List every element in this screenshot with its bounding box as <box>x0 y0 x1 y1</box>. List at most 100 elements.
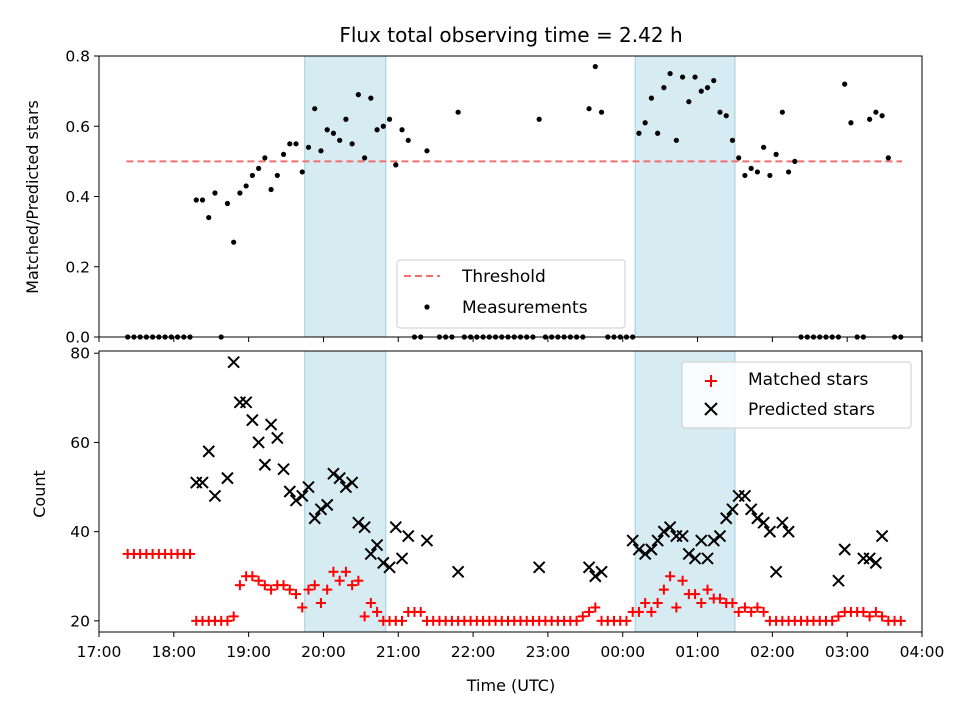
measurement-point <box>704 85 711 91</box>
measurement-point <box>324 127 330 133</box>
chart-title: Flux total observing time = 2.42 h <box>339 23 682 47</box>
predicted-star-point <box>383 561 396 574</box>
measurement-point <box>193 197 199 203</box>
top-x-ticks <box>98 337 923 342</box>
measurement-point <box>399 127 405 133</box>
measurement-point <box>386 116 393 122</box>
predicted-star-point <box>707 534 720 547</box>
y-tick-label: 40 <box>70 523 90 541</box>
y-tick-label: 20 <box>70 612 90 630</box>
measurement-point <box>767 172 773 179</box>
matched-star-point <box>702 584 713 595</box>
predicted-star-point <box>632 543 646 556</box>
matched-star-point <box>665 571 676 582</box>
predicted-star-point <box>402 529 415 543</box>
predicted-star-point <box>358 520 371 534</box>
measurement-point <box>349 141 355 147</box>
legend-predicted-swatch <box>704 402 718 416</box>
matched-star-point <box>253 575 264 586</box>
measurement-point <box>773 151 779 157</box>
matched-star-point <box>758 606 769 617</box>
measurement-point <box>779 109 785 115</box>
predicted-star-point <box>296 489 309 503</box>
measurement-point <box>642 120 648 126</box>
predicted-star-point <box>720 512 733 525</box>
y-tick-label: 80 <box>70 345 90 363</box>
bottom-panel: 20 40 60 80 17:00 18:00 19:00 20:00 21:00 22:00 2… <box>30 345 944 695</box>
predicted-star-point <box>352 516 365 529</box>
predicted-star-point <box>389 520 402 534</box>
measurement-point <box>598 109 605 115</box>
x-axis-label: Time (UTC) <box>466 676 555 695</box>
predicted-star-point <box>638 547 652 561</box>
predicted-star-point <box>277 462 290 476</box>
matched-star-point <box>291 589 302 600</box>
measurement-point <box>262 155 268 161</box>
measurement-point <box>212 190 218 196</box>
bottom-legend-box <box>681 361 912 429</box>
matched-star-point <box>833 611 844 622</box>
predicted-star-point <box>645 543 658 556</box>
measurement-point <box>231 239 237 245</box>
measurement-point <box>842 81 848 87</box>
measurement-point <box>199 197 206 203</box>
x-tick-label: 20:00 <box>301 643 346 661</box>
measurement-point <box>243 183 249 189</box>
matched-star-point <box>315 598 326 609</box>
measurement-point <box>867 116 873 122</box>
predicted-star-point <box>271 431 284 445</box>
x-tick-label: 23:00 <box>526 643 571 661</box>
matched-star-point <box>646 606 657 617</box>
measurement-point <box>318 148 324 154</box>
predicted-star-point <box>751 512 764 525</box>
matched-star-point <box>365 598 376 609</box>
matched-star-point <box>278 580 289 591</box>
matched-star-point <box>640 598 651 609</box>
matched-star-point <box>328 566 339 577</box>
predicted-star-point <box>227 355 240 369</box>
matched-star-point <box>571 615 582 626</box>
y-tick-label: 0.2 <box>65 258 90 276</box>
measurement-point <box>287 141 293 147</box>
measurement-point <box>249 172 255 179</box>
matched-star-point <box>359 611 370 622</box>
measurement-point <box>692 74 698 80</box>
measurement-point <box>673 137 679 143</box>
shaded-interval <box>304 55 387 338</box>
y-tick-label: 0.8 <box>65 48 90 66</box>
matched-star-point <box>259 580 270 591</box>
predicted-star-point <box>377 556 390 570</box>
x-tick-label: 03:00 <box>825 643 870 661</box>
predicted-star-point <box>688 552 702 565</box>
predicted-star-point <box>875 529 889 543</box>
measurement-point <box>362 155 368 161</box>
x-tick-label: 04:00 <box>900 643 945 661</box>
predicted-star-point <box>308 512 321 525</box>
matched-star-point <box>303 584 314 595</box>
predicted-star-point <box>202 445 215 458</box>
predicted-star-point <box>651 534 664 547</box>
matched-star-point <box>677 575 688 586</box>
measurement-point <box>592 63 598 70</box>
x-tick-label: 21:00 <box>376 643 421 661</box>
predicted-star-point <box>339 480 353 494</box>
matched-star-point <box>714 593 725 604</box>
measurement-point <box>648 95 655 101</box>
matched-star-point <box>739 602 750 613</box>
y-tick-label: 0.0 <box>65 329 90 347</box>
measurement-point <box>667 70 673 77</box>
matched-star-point <box>222 615 233 626</box>
measurement-point <box>736 155 742 161</box>
predicted-star-point <box>370 538 384 552</box>
measurement-point <box>405 137 411 143</box>
matched-star-point <box>690 589 701 600</box>
matched-star-point <box>733 606 744 617</box>
predicted-star-point <box>695 534 708 547</box>
predicted-star-point <box>395 552 409 565</box>
measurement-point <box>424 148 430 154</box>
predicted-star-point <box>838 543 851 556</box>
measurement-point <box>380 123 386 129</box>
measurement-point <box>848 120 854 126</box>
measurement-point <box>785 169 792 175</box>
predicted-star-point <box>314 503 328 516</box>
